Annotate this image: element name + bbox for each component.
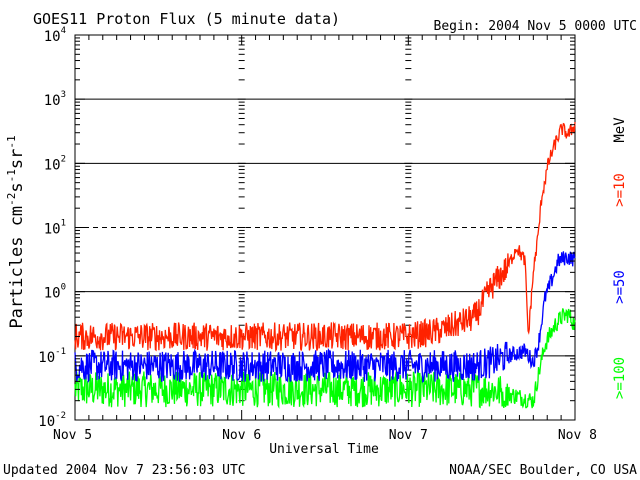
legend-entry-ge10: >=10	[612, 173, 628, 207]
begin-label: Begin: 2004 Nov 5 0000 UTC	[434, 19, 638, 34]
x-tick-label: Nov 6	[222, 428, 261, 443]
y-tick-label-base: 10	[44, 157, 61, 173]
y-axis-label-sup1: -2	[5, 193, 18, 206]
y-axis-label-base: Particles cm	[7, 206, 27, 329]
x-axis-label: Universal Time	[269, 442, 379, 457]
y-tick-label-exponent: 4	[61, 26, 66, 36]
x-tick-label: Nov 5	[53, 428, 92, 443]
y-tick-label-base: 10	[44, 222, 61, 238]
y-tick-label: 10-1	[38, 347, 66, 366]
y-tick-label: 10-2	[38, 411, 66, 430]
y-tick-label: 102	[44, 154, 66, 173]
series-line-ge50	[74, 251, 576, 384]
legend-entry-ge100: >=100	[612, 357, 628, 399]
y-axis-label-mid2: sr	[7, 149, 27, 169]
legend-unit-mev: MeV	[612, 117, 628, 143]
y-tick-label-exponent: 1	[61, 219, 66, 229]
y-tick-label-base: 10	[44, 286, 61, 302]
updated-timestamp: Updated 2004 Nov 7 23:56:03 UTC	[3, 463, 246, 478]
legend-entry-ge50: >=50	[612, 270, 628, 304]
y-axis-label-mid1: s	[7, 182, 27, 192]
y-tick-label-exponent: -2	[55, 411, 66, 421]
series-line-ge10	[74, 121, 576, 353]
credit-label: NOAA/SEC Boulder, CO USA	[449, 463, 637, 478]
y-axis-label-sup3: -1	[5, 135, 18, 148]
y-tick-label-base: 10	[38, 350, 55, 366]
y-tick-label: 100	[44, 283, 66, 302]
y-axis-label-sup2: -1	[5, 169, 18, 182]
y-tick-label-exponent: -1	[55, 347, 66, 357]
x-tick-label: Nov 8	[558, 428, 597, 443]
x-tick-label: Nov 7	[389, 428, 428, 443]
y-tick-label: 101	[44, 219, 66, 238]
chart-title: GOES11 Proton Flux (5 minute data)	[33, 10, 340, 28]
y-tick-label-exponent: 2	[61, 154, 66, 164]
y-tick-label-base: 10	[44, 29, 61, 45]
y-tick-label-base: 10	[44, 93, 61, 109]
y-axis-label: Particles cm-2s-1sr-1	[5, 135, 27, 328]
series-layer	[74, 121, 576, 409]
series-line-ge100	[74, 308, 576, 409]
y-tick-label-base: 10	[38, 414, 55, 430]
y-tick-label: 103	[44, 90, 66, 109]
y-tick-label-exponent: 3	[61, 90, 66, 100]
y-tick-label-exponent: 0	[61, 283, 66, 293]
y-tick-label: 104	[44, 26, 66, 45]
